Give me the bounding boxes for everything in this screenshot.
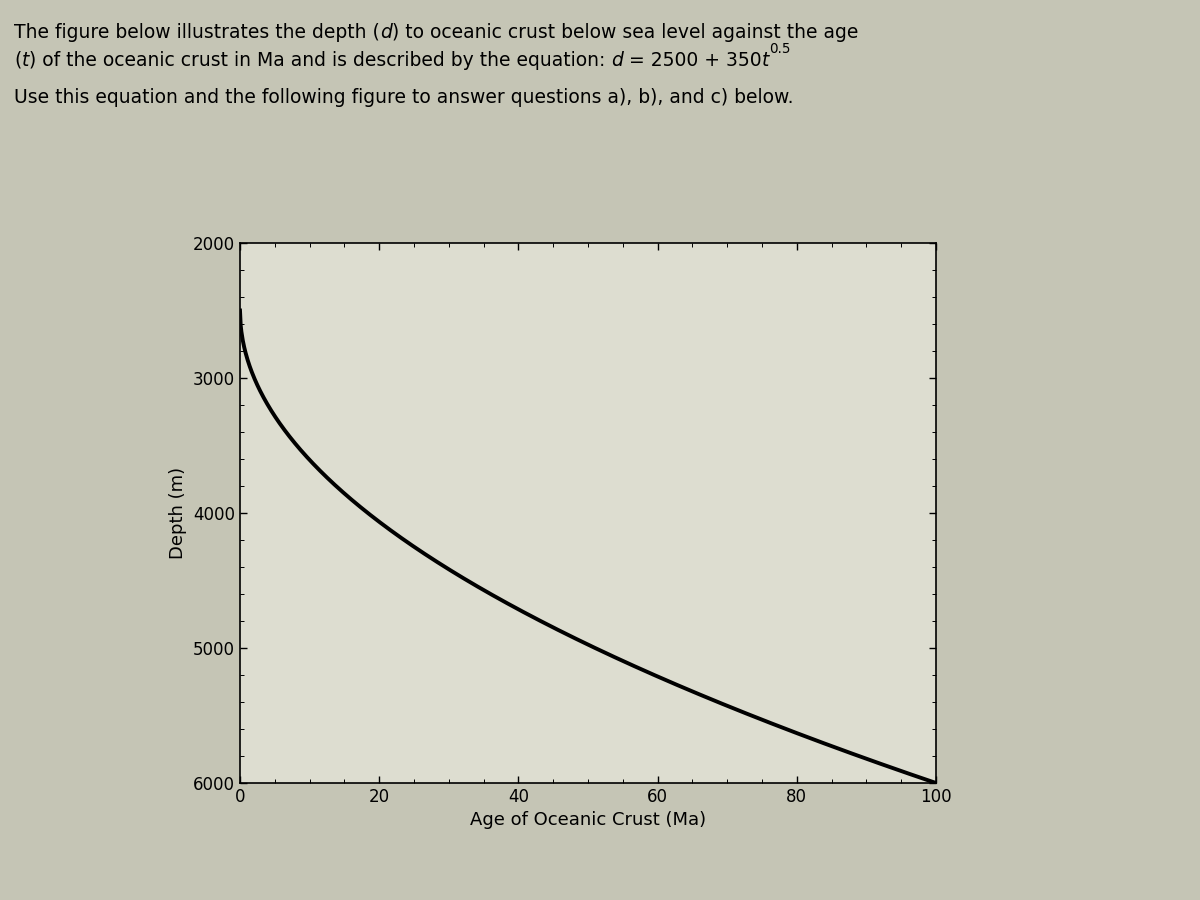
X-axis label: Age of Oceanic Crust (Ma): Age of Oceanic Crust (Ma) bbox=[470, 812, 706, 830]
Y-axis label: Depth (m): Depth (m) bbox=[169, 467, 187, 559]
Text: ) to oceanic crust below sea level against the age: ) to oceanic crust below sea level again… bbox=[392, 22, 858, 41]
Text: Use this equation and the following figure to answer questions a), b), and c) be: Use this equation and the following figu… bbox=[14, 88, 794, 107]
Text: The figure below illustrates the depth (: The figure below illustrates the depth ( bbox=[14, 22, 380, 41]
Text: d: d bbox=[380, 22, 392, 41]
Text: 0.5: 0.5 bbox=[769, 42, 791, 57]
Text: = 2500 + 350: = 2500 + 350 bbox=[624, 51, 762, 70]
Text: t: t bbox=[762, 51, 769, 70]
Text: t: t bbox=[22, 51, 29, 70]
Text: (: ( bbox=[14, 51, 22, 70]
Text: ) of the oceanic crust in Ma and is described by the equation:: ) of the oceanic crust in Ma and is desc… bbox=[29, 51, 612, 70]
Text: d: d bbox=[612, 51, 624, 70]
